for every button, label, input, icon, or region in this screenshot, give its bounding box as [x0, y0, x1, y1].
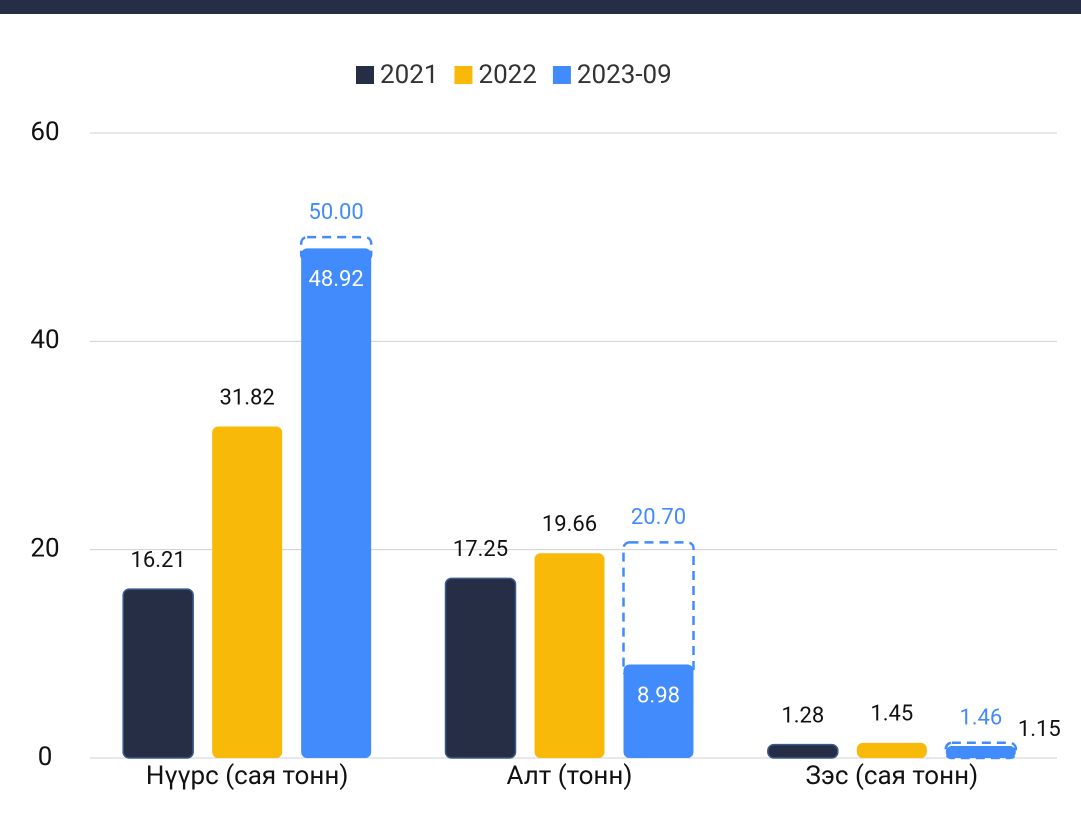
value-label: 16.21: [131, 548, 186, 573]
legend-swatch: [454, 66, 473, 84]
legend-label: 2023-09: [577, 60, 672, 90]
target-label: 1.46: [959, 706, 1002, 731]
target-label: 50.00: [309, 200, 364, 225]
bar: [301, 248, 372, 758]
bar: [444, 577, 517, 759]
legend-swatch: [356, 66, 374, 84]
legend-label: 2021: [380, 60, 438, 90]
value-label: 1.28: [781, 703, 824, 728]
target-box: [944, 741, 1018, 760]
value-label: 1.45: [870, 702, 913, 727]
value-label: 19.66: [542, 512, 597, 537]
y-tick-label: 40: [30, 325, 59, 355]
bar: [767, 743, 839, 759]
bar: [623, 664, 694, 758]
x-tick-label: Нүүрс (сая тонн): [146, 761, 349, 791]
value-label: 1.15: [1018, 717, 1061, 742]
x-tick-label: Алт (тонн): [507, 761, 633, 791]
y-tick-label: 0: [38, 742, 53, 772]
target-label: 20.70: [631, 505, 686, 530]
y-tick-label: 60: [30, 117, 59, 147]
target-box: [622, 541, 695, 678]
bar: [856, 742, 927, 758]
x-tick-label: Зэс (сая тонн): [805, 761, 978, 791]
bar: [945, 746, 1016, 758]
value-label: 48.92: [309, 267, 364, 292]
top-band: [0, 0, 1081, 14]
legend-label: 2022: [478, 60, 536, 90]
bar: [212, 426, 283, 758]
bar: [534, 553, 605, 758]
value-label: 8.98: [637, 683, 680, 708]
y-tick-label: 20: [30, 534, 59, 564]
value-label: 17.25: [453, 537, 508, 562]
legend-swatch: [552, 66, 571, 84]
bar: [122, 588, 194, 759]
value-label: 31.82: [220, 385, 275, 410]
